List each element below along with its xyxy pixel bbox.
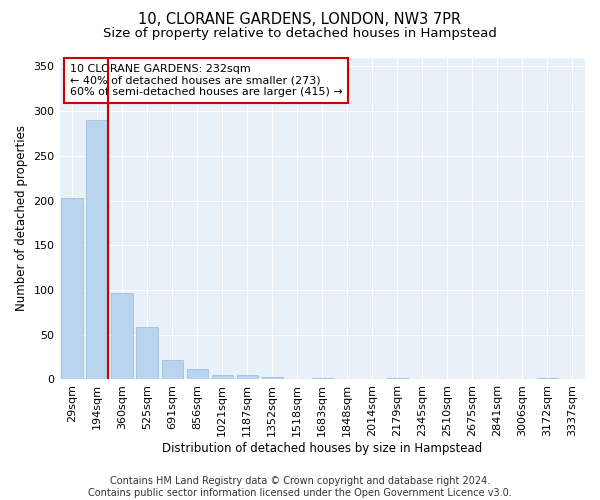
Bar [112, 292, 133, 380]
Bar [311, 378, 333, 380]
Bar [61, 198, 83, 380]
Bar [86, 120, 108, 380]
Bar [161, 360, 183, 380]
Y-axis label: Number of detached properties: Number of detached properties [15, 126, 28, 312]
Text: Contains HM Land Registry data © Crown copyright and database right 2024.
Contai: Contains HM Land Registry data © Crown c… [88, 476, 512, 498]
Bar [136, 326, 158, 380]
Bar [387, 378, 408, 380]
Bar [537, 378, 558, 380]
Text: 10 CLORANE GARDENS: 232sqm
← 40% of detached houses are smaller (273)
60% of sem: 10 CLORANE GARDENS: 232sqm ← 40% of deta… [70, 64, 343, 97]
Bar [236, 375, 258, 380]
Bar [187, 368, 208, 380]
Bar [212, 375, 233, 380]
Text: Size of property relative to detached houses in Hampstead: Size of property relative to detached ho… [103, 28, 497, 40]
Text: 10, CLORANE GARDENS, LONDON, NW3 7PR: 10, CLORANE GARDENS, LONDON, NW3 7PR [139, 12, 461, 28]
Bar [262, 377, 283, 380]
X-axis label: Distribution of detached houses by size in Hampstead: Distribution of detached houses by size … [162, 442, 482, 455]
